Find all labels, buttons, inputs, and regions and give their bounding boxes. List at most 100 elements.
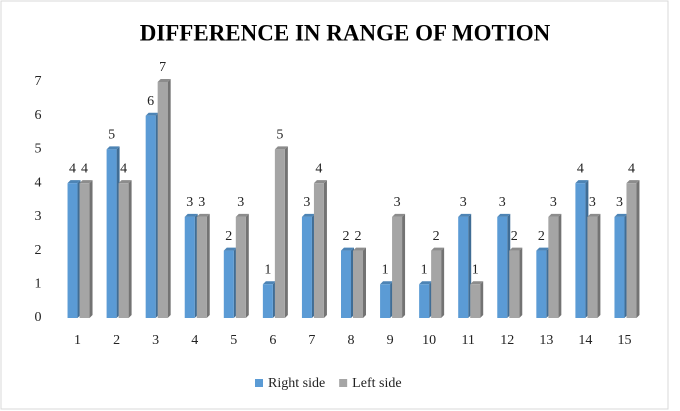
bar-side (402, 213, 406, 318)
bar-top (575, 180, 589, 184)
bar-top (536, 247, 550, 251)
bar (145, 115, 156, 318)
y-tick-label: 4 (35, 175, 42, 190)
bar-top (118, 180, 132, 184)
bar (380, 284, 391, 318)
x-tick-label: 10 (422, 333, 436, 348)
bar (262, 284, 273, 318)
data-label: 3 (186, 195, 193, 210)
data-label: 6 (147, 94, 154, 109)
bar-top (196, 213, 210, 217)
bar (392, 216, 403, 318)
data-label: 3 (460, 195, 467, 210)
data-label: 5 (276, 128, 283, 143)
bar-top (548, 213, 562, 217)
bar (548, 216, 559, 318)
x-tick-label: 7 (308, 333, 315, 348)
bar-top (614, 213, 628, 217)
bar (313, 183, 324, 318)
y-tick-label: 3 (35, 209, 42, 224)
bar (301, 216, 312, 318)
data-label: 2 (511, 229, 518, 244)
bar-top (380, 281, 394, 285)
bar (67, 183, 78, 318)
bar-side (206, 213, 210, 318)
y-tick-label: 2 (35, 243, 42, 258)
data-label: 4 (577, 161, 584, 176)
bar (341, 250, 351, 318)
x-tick-label: 11 (461, 333, 474, 348)
y-tick-label: 0 (35, 310, 42, 325)
bar-top (262, 281, 276, 285)
bar (274, 149, 285, 318)
bar-top (431, 247, 445, 251)
bar-top (301, 213, 315, 217)
data-label: 5 (108, 128, 115, 143)
x-tick-label: 4 (191, 333, 198, 348)
bar-side (245, 213, 249, 318)
bar (353, 250, 363, 318)
data-label: 2 (355, 229, 362, 244)
bar-top (145, 112, 159, 116)
bar (614, 216, 625, 318)
bar-side (636, 180, 640, 318)
data-label: 4 (69, 161, 76, 176)
y-tick-label: 5 (35, 142, 42, 157)
bar-side (323, 180, 327, 318)
x-tick-label: 6 (269, 333, 276, 348)
bar (458, 216, 469, 318)
bar-side (480, 281, 484, 318)
x-tick-label: 5 (230, 333, 237, 348)
bar-top (341, 247, 354, 251)
x-tick-label: 12 (500, 333, 514, 348)
bar-top (79, 180, 93, 184)
bar-top (626, 180, 640, 184)
data-label: 2 (538, 229, 545, 244)
x-tick-label: 9 (387, 333, 394, 348)
x-tick-label: 13 (539, 333, 553, 348)
data-label: 4 (120, 161, 127, 176)
data-label: 4 (81, 161, 88, 176)
chart-title: DIFFERENCE IN RANGE OF MOTION (140, 20, 551, 45)
bar (509, 250, 520, 318)
bar-side (597, 213, 601, 318)
bar-top (106, 146, 120, 150)
y-tick-label: 1 (35, 277, 42, 292)
y-tick-label: 6 (35, 108, 42, 123)
bar-top (392, 213, 406, 217)
data-label: 3 (303, 195, 310, 210)
data-label: 1 (472, 263, 479, 278)
bar-top (587, 213, 601, 217)
bar (626, 183, 637, 318)
bar-side (167, 79, 171, 318)
bar-side (363, 247, 366, 318)
x-tick-label: 1 (74, 333, 81, 348)
x-tick-label: 2 (113, 333, 120, 348)
bar-top (313, 180, 327, 184)
data-label: 3 (589, 195, 596, 210)
bar (470, 284, 481, 318)
bar (223, 250, 234, 318)
bar-top (274, 146, 288, 150)
bar-top (235, 213, 249, 217)
bar (419, 284, 430, 318)
bar (497, 216, 508, 318)
bar (431, 250, 442, 318)
bar-top (458, 213, 472, 217)
bar (196, 216, 207, 318)
bar (118, 183, 129, 318)
bar-top (67, 180, 81, 184)
legend-swatch (255, 379, 263, 387)
bar-top (509, 247, 523, 251)
x-tick-label: 15 (617, 333, 631, 348)
bar (575, 183, 586, 318)
data-label: 2 (225, 229, 232, 244)
data-label: 3 (237, 195, 244, 210)
bar-side (128, 180, 132, 318)
data-label: 4 (628, 161, 635, 176)
bar-top (223, 247, 237, 251)
x-tick-label: 14 (578, 333, 592, 348)
bar-top (497, 213, 511, 217)
y-tick-label: 7 (35, 74, 42, 89)
